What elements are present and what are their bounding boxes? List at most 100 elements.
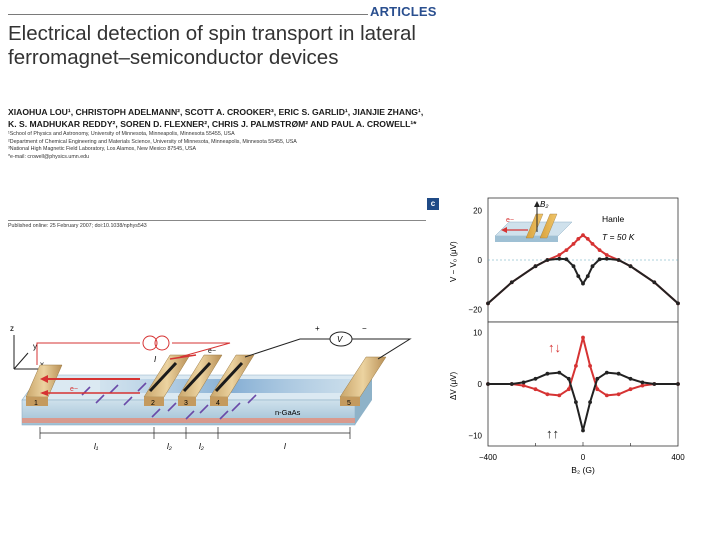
length-markers [39,427,351,439]
bottom-series-1-point [640,380,645,385]
bottom-series-0-point [604,393,609,398]
axis-z-label: z [10,324,14,333]
svg-text:5: 5 [347,400,351,407]
top-series-1-point [486,301,490,306]
circuit-wires [36,331,412,365]
bottom-series-0-point [616,392,621,397]
top-tick-minus20: −20 [468,306,482,315]
top-series-0-point [571,242,576,246]
bottom-series-1-point [604,370,609,375]
bottom-series-0-point [566,387,571,392]
bottom-series-1-point [652,382,657,386]
electron-left-label: e− [70,386,78,393]
top-series-1-point [652,280,657,285]
bottom-series-1-point [486,382,490,386]
top-series-1-point [564,257,569,262]
current-label: I [154,355,157,364]
inset-field-label: B₂ [540,200,548,209]
x-tick-minus400: −400 [479,453,498,462]
bottom-tick-minus10: −10 [468,432,482,441]
panel-c-label: c [427,198,439,210]
bottom-series-0-point [545,392,550,397]
top-tick-0: 0 [478,256,483,265]
top-series-1-point [557,256,562,261]
x-tick-400: 400 [671,453,685,462]
x-ticks [535,442,631,446]
bottom-series-0-point [521,383,526,388]
current-arrows: e− e− [40,348,216,396]
plus-sign: + [315,324,320,333]
bottom-series-1-point [533,376,538,381]
bottom-series-0-point [640,383,645,388]
hanle-label: Hanle [602,214,624,224]
bottom-series-1-point [566,376,571,381]
coordinate-axes: z y x [10,324,44,370]
top-series-1-point [585,274,590,278]
header-rule [8,14,368,15]
bottom-series-1-point [509,382,514,386]
svg-text:4: 4 [216,400,220,407]
x-tick-0: 0 [581,453,586,462]
top-series-1-point [604,256,609,261]
bottom-y-axis-label: ΔV (μV) [449,371,458,400]
affiliation-2: ²Department of Chemical Engineering and … [8,138,297,145]
bottom-series-1-point [616,371,621,376]
article-title: Electrical detection of spin transport i… [8,22,416,69]
bottom-series-1-point [545,371,550,376]
svg-text:1: 1 [34,400,38,407]
top-series-1-point [533,264,538,269]
top-series-0-point [585,237,590,241]
section-label: ARTICLES [370,4,437,19]
published-line: Published online: 25 February 2007; doi:… [8,223,147,229]
bottom-tick-10: 10 [473,328,482,337]
top-series-1-point [676,301,680,306]
svg-text:2: 2 [151,400,155,407]
affiliation-3: ³National High Magnetic Field Laboratory… [8,146,197,153]
parallel-arrows: ↑↑ [546,426,559,441]
affiliation-1: ¹School of Physics and Astronomy, Univer… [8,131,235,137]
magnetization-arrows [148,361,244,393]
bottom-series-1-point [581,428,585,433]
top-series-0-point [597,248,602,252]
bottom-series-0-point [595,387,600,392]
top-series-1-point [581,281,585,286]
length-l2a: l₂ [167,442,172,451]
top-series-1-point [628,264,633,269]
top-series-1-point [590,264,595,269]
length-l1: l₁ [94,442,99,451]
top-series-1-point [571,264,576,269]
substrate-label: n-GaAs [275,408,301,417]
bottom-series-1-point [676,382,680,386]
bottom-series-1-point [595,376,600,381]
bottom-series-0-point [581,335,585,340]
bottom-tick-0: 0 [478,380,483,389]
svg-text:3: 3 [184,400,188,407]
hanle-chart: 20 0 −20 10 0 −10 −400 0 400 V − V₀ (μV)… [449,197,685,475]
voltmeter-label: V [337,335,343,344]
bottom-series-0-point [533,387,538,392]
antiparallel-arrows: ↑↓ [548,340,561,355]
top-series-0-point [557,253,562,257]
length-l2b: l₂ [199,442,204,451]
bottom-series-0-point [588,364,592,368]
top-series-1-point [597,257,602,262]
top-series-0-point [576,237,581,241]
bottom-series-1-point [628,376,633,381]
top-series-0-point [581,233,585,238]
bottom-series-0-point [557,393,562,398]
author-list: XIAOHUA LOU¹, CHRISTOPH ADELMANN², SCOTT… [8,106,428,130]
top-y-axis-label: V − V₀ (μV) [449,241,458,282]
published-rule [8,220,426,221]
axis-x-label: x [40,360,44,369]
contact-5: 5 [339,356,387,407]
author-line-2: K. S. MADHUKAR REDDY², SOREN D. FLEXNER²… [8,119,417,129]
bottom-series-1-point [521,380,526,385]
bottom-panel-series [486,335,680,433]
minus-sign: − [362,324,367,333]
top-series-0-point [590,242,595,246]
top-series-1-point [509,280,514,285]
top-series-1-point [616,258,621,262]
top-tick-20: 20 [473,206,482,215]
author-line-1: XIAOHUA LOU¹, CHRISTOPH ADELMANN², SCOTT… [8,107,424,117]
top-series-0-point [604,253,609,257]
